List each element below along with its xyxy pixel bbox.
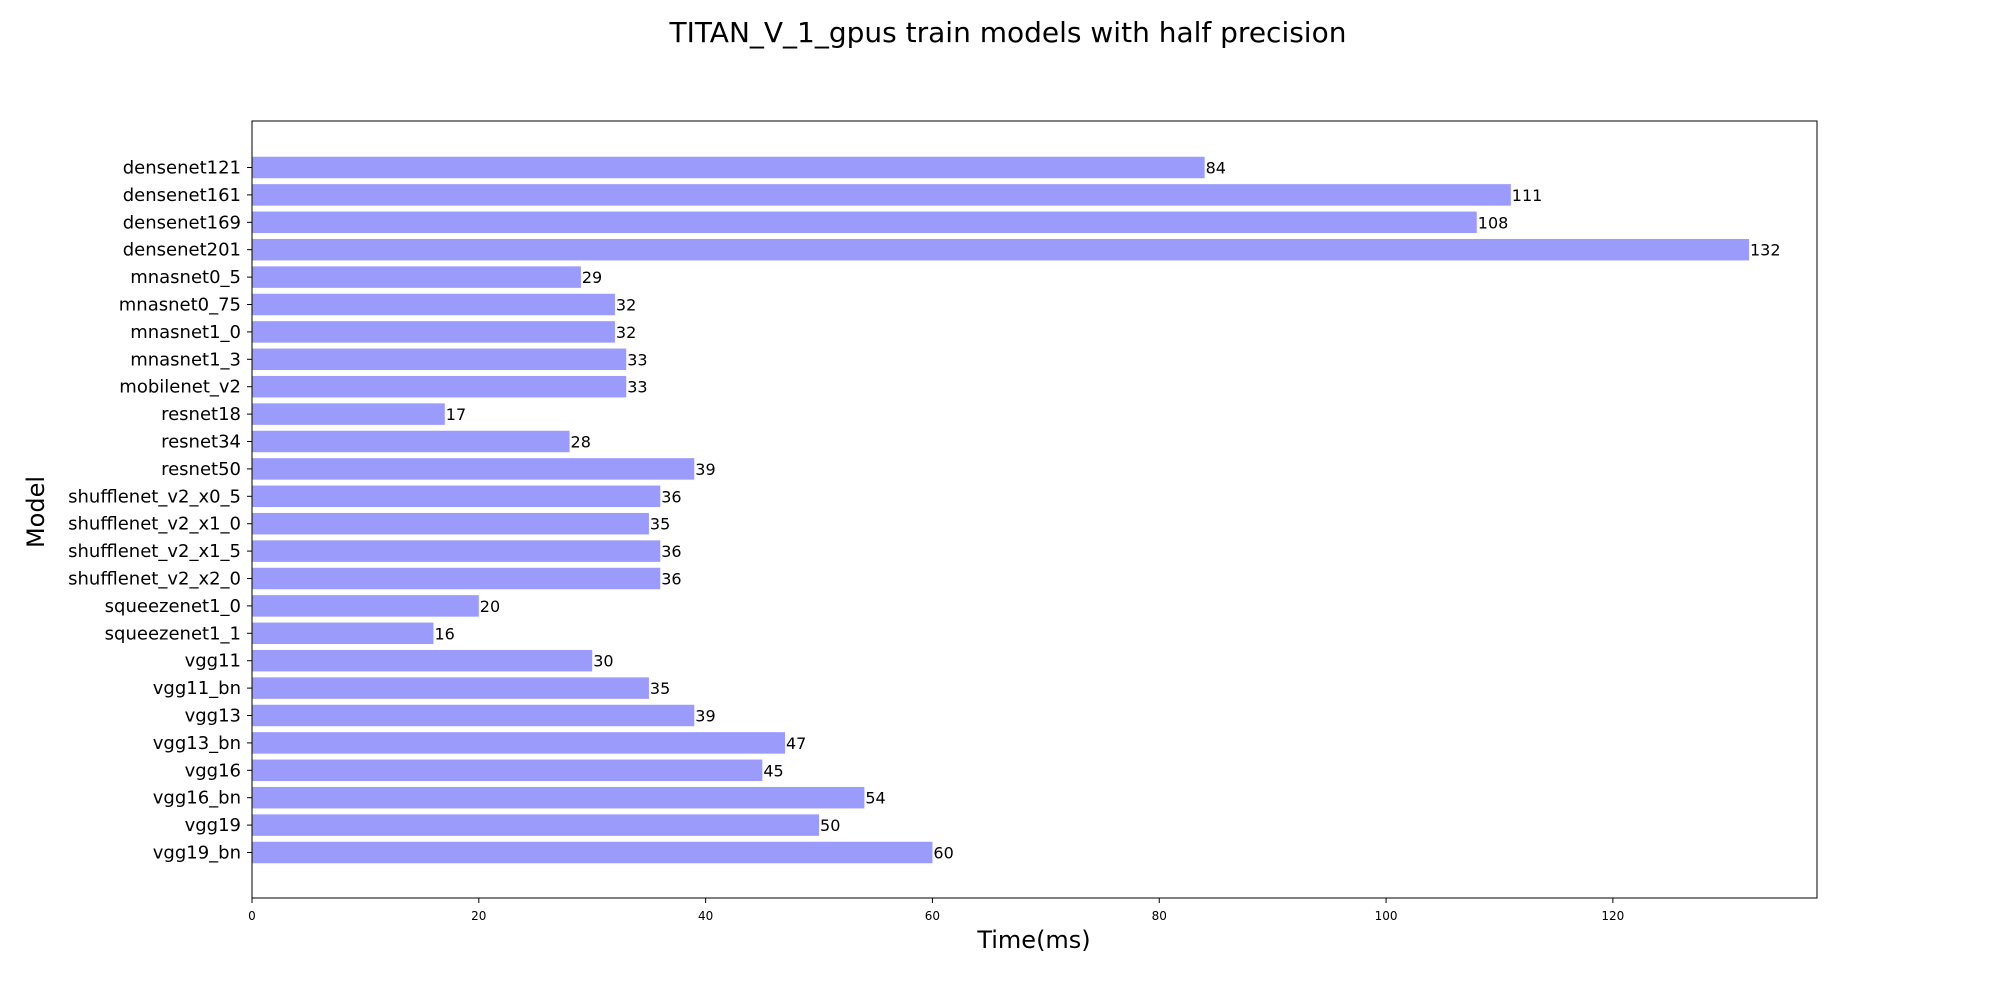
bar-vgg13 xyxy=(252,704,695,727)
bar-mnasnet0_5 xyxy=(252,266,581,288)
category-labels: densenet121 densenet161 densenet169 densene… xyxy=(68,158,241,864)
category-label: resnet18 xyxy=(161,404,241,425)
y-axis-label: Model xyxy=(22,476,50,548)
value-label: 28 xyxy=(571,433,591,452)
value-label: 32 xyxy=(616,296,636,315)
value-label: 17 xyxy=(446,405,466,424)
category-label: densenet121 xyxy=(123,158,241,179)
value-label: 35 xyxy=(650,515,670,534)
value-label: 47 xyxy=(786,734,806,753)
category-label: densenet161 xyxy=(123,185,241,206)
category-label: vgg19 xyxy=(185,815,241,836)
bar-shufflenet_v2_x1_0 xyxy=(252,512,649,535)
x-axis-label: Time(ms) xyxy=(976,926,1090,954)
chart-title: TITAN_V_1_gpus train models with half pr… xyxy=(669,16,1347,49)
bar-squeezenet1_1 xyxy=(252,622,434,645)
value-label: 54 xyxy=(865,789,885,808)
category-label: shufflenet_v2_x0_5 xyxy=(68,486,241,507)
category-label: vgg16_bn xyxy=(153,788,241,809)
category-label: mnasnet1_3 xyxy=(130,349,241,370)
value-label: 45 xyxy=(763,761,783,780)
value-label: 84 xyxy=(1206,159,1226,178)
bar-densenet201 xyxy=(252,238,1749,261)
category-label: squeezenet1_1 xyxy=(105,623,241,644)
value-label: 36 xyxy=(661,570,681,589)
category-label: vgg11 xyxy=(185,651,241,672)
bar-shufflenet_v2_x2_0 xyxy=(252,567,661,590)
value-label: 30 xyxy=(593,652,613,671)
bar-densenet121 xyxy=(252,156,1205,179)
x-tick-label: 20 xyxy=(471,909,486,923)
plot-frame xyxy=(251,120,1818,899)
category-label: squeezenet1_0 xyxy=(105,596,241,617)
category-label: shufflenet_v2_x1_5 xyxy=(68,541,241,562)
bars-layer xyxy=(252,156,1749,864)
x-tick-label: 120 xyxy=(1601,909,1624,923)
bar-resnet50 xyxy=(252,458,695,480)
bar-vgg19_bn xyxy=(252,841,933,864)
value-label: 36 xyxy=(661,542,681,561)
bar-vgg16_bn xyxy=(252,786,865,809)
bar-vgg11 xyxy=(252,649,593,672)
category-label: vgg13 xyxy=(185,706,241,727)
value-label: 39 xyxy=(695,707,715,726)
value-label: 132 xyxy=(1750,241,1781,260)
value-label: 108 xyxy=(1478,213,1509,232)
value-label: 16 xyxy=(434,624,454,643)
category-label: vgg11_bn xyxy=(153,678,241,699)
bar-mobilenet_v2 xyxy=(252,375,627,398)
x-tick-label: 80 xyxy=(1152,909,1167,923)
category-label: mnasnet0_75 xyxy=(119,295,241,316)
value-label: 20 xyxy=(480,597,500,616)
value-label: 111 xyxy=(1512,186,1543,205)
category-label: resnet34 xyxy=(161,432,241,453)
x-axis-ticks: 0 20 40 60 80 100 120 xyxy=(247,167,1624,923)
bar-mnasnet1_0 xyxy=(252,321,615,343)
value-label: 39 xyxy=(695,460,715,479)
bar-resnet18 xyxy=(252,403,445,425)
category-label: vgg13_bn xyxy=(153,733,241,754)
x-tick-label: 0 xyxy=(248,909,256,923)
bar-mnasnet0_75 xyxy=(252,293,615,316)
bar-densenet161 xyxy=(252,184,1511,206)
bar-mnasnet1_3 xyxy=(252,348,627,371)
value-label: 35 xyxy=(650,679,670,698)
value-label: 50 xyxy=(820,816,840,835)
category-label: mobilenet_v2 xyxy=(119,377,241,398)
value-label: 33 xyxy=(627,378,647,397)
value-label: 36 xyxy=(661,487,681,506)
value-label: 60 xyxy=(933,844,953,863)
category-label: shufflenet_v2_x1_0 xyxy=(68,514,241,535)
value-label: 32 xyxy=(616,323,636,342)
bar-vgg16 xyxy=(252,759,763,782)
bar-resnet34 xyxy=(252,430,570,453)
bar-densenet169 xyxy=(252,211,1477,234)
bar-vgg13_bn xyxy=(252,732,786,754)
value-label: 29 xyxy=(582,268,602,287)
bar-squeezenet1_0 xyxy=(252,595,479,617)
category-label: resnet50 xyxy=(161,459,241,480)
value-label: 33 xyxy=(627,350,647,369)
category-label: shufflenet_v2_x2_0 xyxy=(68,569,241,590)
category-label: vgg19_bn xyxy=(153,843,241,864)
bar-vgg11_bn xyxy=(252,677,649,699)
category-label: mnasnet0_5 xyxy=(130,267,241,288)
bar-shufflenet_v2_x1_5 xyxy=(252,540,661,562)
bar-shufflenet_v2_x0_5 xyxy=(252,485,661,508)
category-label: densenet169 xyxy=(123,212,241,233)
bar-vgg19 xyxy=(252,814,820,836)
x-tick-label: 40 xyxy=(698,909,713,923)
category-label: densenet201 xyxy=(123,240,241,261)
category-label: vgg16 xyxy=(185,760,241,781)
x-tick-label: 60 xyxy=(925,909,940,923)
category-label: mnasnet1_0 xyxy=(130,322,241,343)
x-tick-label: 100 xyxy=(1375,909,1398,923)
